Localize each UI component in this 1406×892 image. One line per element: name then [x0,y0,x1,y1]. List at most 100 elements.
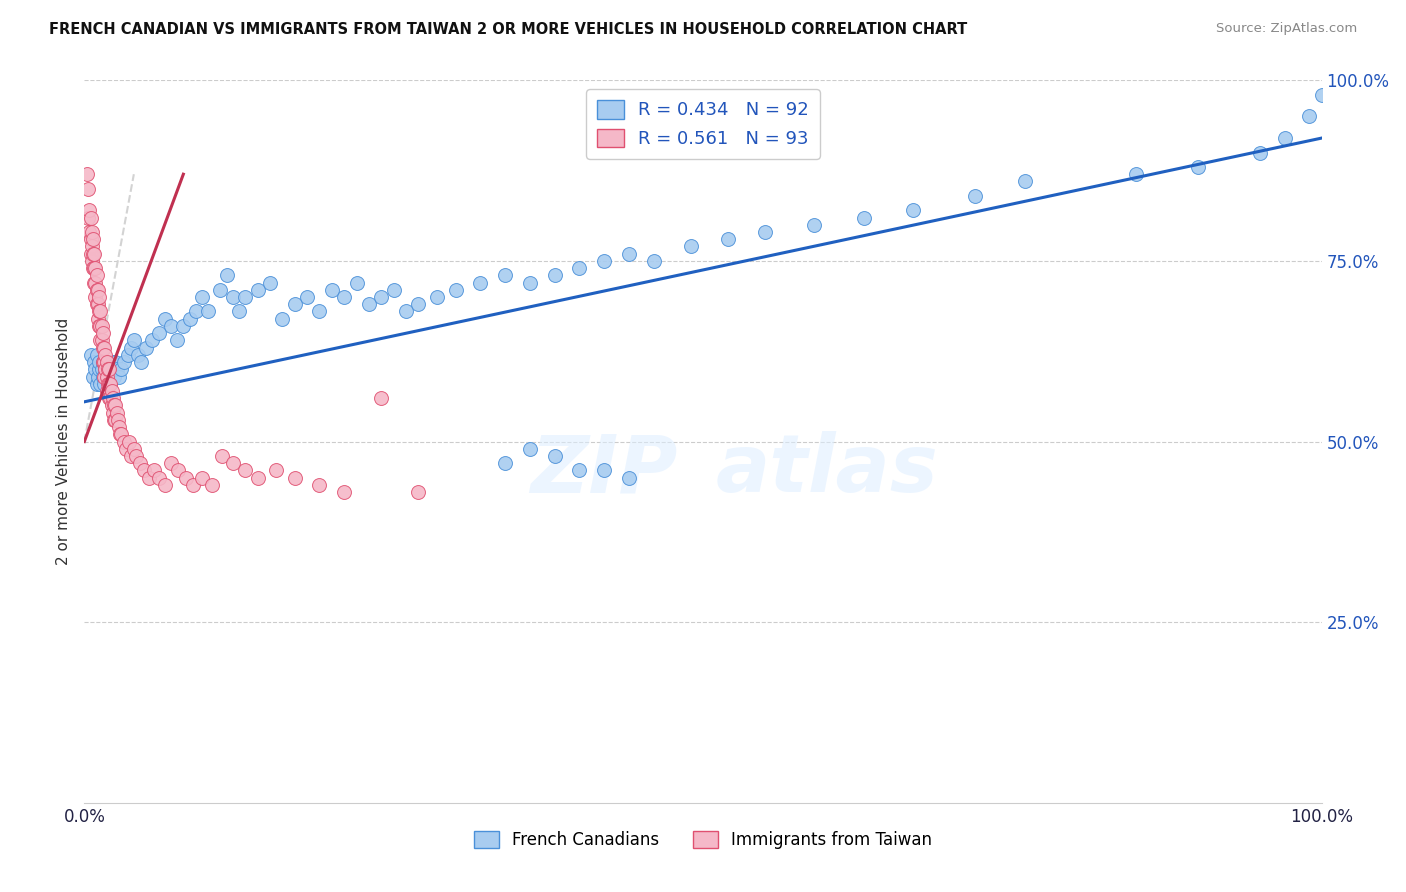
Point [333,290,356,304]
Point [142,463,165,477]
Point [89,290,111,304]
Point [90,334,112,348]
Point [77,211,100,225]
Point [132,463,155,477]
Point [93,341,115,355]
Point [91,326,114,340]
Point [370,290,392,304]
Point [295,290,318,304]
Point [1274,131,1296,145]
Point [79,225,101,239]
Point [1249,145,1271,160]
Point [98,362,121,376]
Point [97,362,120,376]
Point [94,362,117,376]
Point [1310,87,1333,102]
Point [107,413,129,427]
Point [122,334,145,348]
Point [104,398,127,412]
Point [209,283,232,297]
Point [117,348,139,362]
Point [754,225,776,239]
Point [160,456,183,470]
Text: atlas: atlas [716,432,938,509]
Point [89,362,111,376]
Point [222,456,245,470]
Point [228,304,250,318]
Point [259,276,281,290]
Point [519,276,541,290]
Point [191,470,214,484]
Point [333,485,356,500]
Point [91,355,114,369]
Point [100,355,122,369]
Point [568,261,591,276]
Point [101,391,124,405]
Point [103,413,125,427]
Point [122,442,145,456]
Point [98,376,121,391]
Point [94,348,117,362]
Point [519,442,541,456]
Point [79,211,101,225]
Point [120,341,142,355]
Point [84,261,107,276]
Point [89,304,111,318]
Point [543,268,565,283]
Point [617,246,640,260]
Point [112,434,135,449]
Point [120,449,142,463]
Point [89,376,111,391]
Point [80,239,103,253]
Point [79,203,101,218]
Point [184,304,207,318]
Point [408,297,430,311]
Point [125,449,148,463]
Point [103,369,125,384]
Point [87,369,110,384]
Point [181,478,204,492]
Point [83,355,105,369]
Point [233,290,256,304]
Point [84,276,107,290]
Point [357,297,380,311]
Point [108,420,131,434]
Point [98,391,121,405]
Point [211,449,233,463]
Point [83,276,105,290]
Point [97,369,120,384]
Point [617,470,640,484]
Point [246,470,269,484]
Point [96,355,118,369]
Point [444,283,467,297]
Point [79,348,101,362]
Point [494,268,516,283]
Point [104,355,127,369]
Point [135,341,157,355]
Point [215,268,238,283]
Point [370,391,392,405]
Point [395,304,418,318]
Point [86,283,108,297]
Point [91,369,114,384]
Point [174,470,197,484]
Point [172,318,194,333]
Point [308,478,330,492]
Point [87,283,110,297]
Point [87,311,110,326]
Point [382,283,405,297]
Point [197,304,219,318]
Point [82,261,104,276]
Point [84,290,107,304]
Point [148,470,170,484]
Point [100,384,122,398]
Point [167,463,190,477]
Point [83,261,105,276]
Point [284,297,307,311]
Point [112,355,135,369]
Point [965,189,987,203]
Point [494,456,516,470]
Point [94,362,117,376]
Point [77,182,100,196]
Point [110,362,132,376]
